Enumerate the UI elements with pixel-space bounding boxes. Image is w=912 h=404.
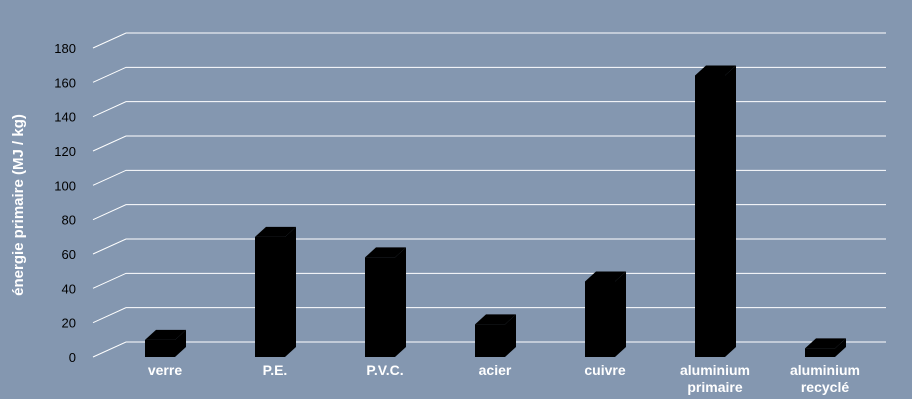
x-category-label: P.E.	[263, 362, 288, 378]
y-tick-label: 180	[54, 41, 76, 56]
y-tick-label: 160	[54, 75, 76, 90]
y-tick-label: 80	[62, 213, 76, 228]
bar	[695, 65, 736, 357]
bar-front	[585, 281, 615, 357]
bar-side	[725, 65, 736, 357]
y-tick-label: 140	[54, 110, 76, 125]
y-tick-label: 0	[69, 350, 76, 365]
bar	[475, 314, 516, 357]
bar-front	[145, 340, 175, 357]
y-axis-title: énergie primaire (MJ / kg)	[10, 114, 27, 296]
bar-front	[805, 348, 835, 357]
y-tick-label: 100	[54, 178, 76, 193]
x-category-label: acier	[479, 362, 512, 378]
y-tick-label: 120	[54, 144, 76, 159]
x-category-label: P.V.C.	[366, 362, 403, 378]
x-category-label: aluminium primaire	[680, 362, 750, 395]
bar-side	[615, 271, 626, 357]
bar	[255, 227, 296, 357]
x-category-label: verre	[148, 362, 182, 378]
bar-front	[365, 257, 395, 357]
bar	[585, 271, 626, 357]
y-tick-label: 60	[62, 247, 76, 262]
bar-front	[255, 237, 285, 357]
x-category-label: cuivre	[584, 362, 625, 378]
y-tick-label: 20	[62, 316, 76, 331]
bar-side	[285, 227, 296, 357]
bar-front	[695, 75, 725, 357]
bar-side	[395, 247, 406, 357]
y-tick-label: 40	[62, 281, 76, 296]
bar-front	[475, 324, 505, 357]
bar	[365, 247, 406, 357]
